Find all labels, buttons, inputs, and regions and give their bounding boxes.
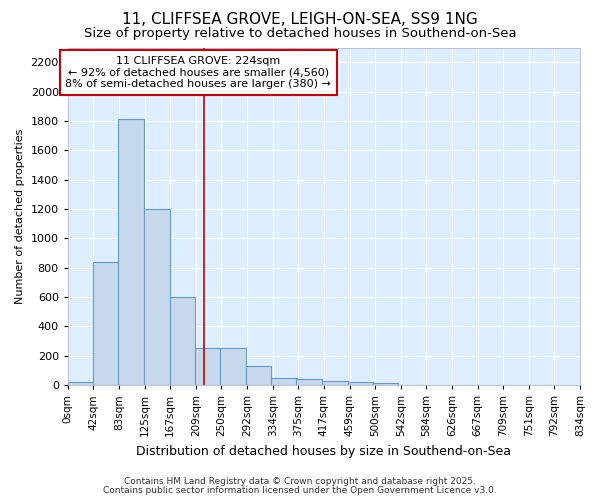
Bar bbox=[144, 209, 170, 385]
Bar bbox=[170, 297, 195, 385]
Text: Contains HM Land Registry data © Crown copyright and database right 2025.: Contains HM Land Registry data © Crown c… bbox=[124, 477, 476, 486]
Bar bbox=[195, 348, 221, 385]
Y-axis label: Number of detached properties: Number of detached properties bbox=[15, 128, 25, 304]
X-axis label: Distribution of detached houses by size in Southend-on-Sea: Distribution of detached houses by size … bbox=[136, 444, 511, 458]
Bar bbox=[246, 366, 271, 385]
Bar bbox=[271, 378, 297, 385]
Bar bbox=[220, 348, 246, 385]
Text: Contains public sector information licensed under the Open Government Licence v3: Contains public sector information licen… bbox=[103, 486, 497, 495]
Bar bbox=[118, 120, 144, 385]
Text: Size of property relative to detached houses in Southend-on-Sea: Size of property relative to detached ho… bbox=[83, 28, 517, 40]
Text: 11, CLIFFSEA GROVE, LEIGH-ON-SEA, SS9 1NG: 11, CLIFFSEA GROVE, LEIGH-ON-SEA, SS9 1N… bbox=[122, 12, 478, 28]
Bar bbox=[373, 383, 398, 385]
Bar bbox=[94, 262, 119, 385]
Bar bbox=[68, 382, 94, 385]
Bar bbox=[322, 381, 347, 385]
Bar bbox=[296, 379, 322, 385]
Bar bbox=[347, 382, 373, 385]
Text: 11 CLIFFSEA GROVE: 224sqm
← 92% of detached houses are smaller (4,560)
8% of sem: 11 CLIFFSEA GROVE: 224sqm ← 92% of detac… bbox=[65, 56, 331, 89]
